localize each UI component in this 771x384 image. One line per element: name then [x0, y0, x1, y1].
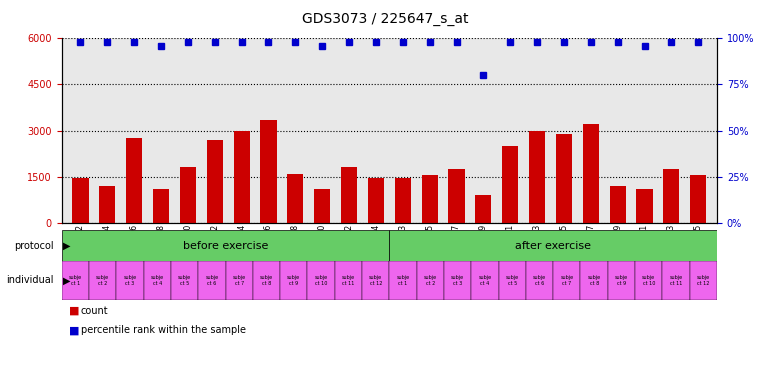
Text: subje
ct 12: subje ct 12: [369, 275, 382, 286]
Text: subje
ct 9: subje ct 9: [288, 275, 301, 286]
Text: percentile rank within the sample: percentile rank within the sample: [81, 325, 246, 335]
Text: subje
ct 2: subje ct 2: [424, 275, 437, 286]
Text: subje
ct 1: subje ct 1: [69, 275, 82, 286]
FancyBboxPatch shape: [335, 261, 362, 300]
Bar: [636, 189, 652, 223]
FancyBboxPatch shape: [690, 261, 717, 300]
Text: subje
ct 5: subje ct 5: [178, 275, 191, 286]
Bar: [556, 134, 572, 223]
FancyBboxPatch shape: [526, 261, 554, 300]
Text: subje
ct 10: subje ct 10: [315, 275, 328, 286]
Text: ▶: ▶: [63, 241, 71, 251]
FancyBboxPatch shape: [226, 261, 253, 300]
Bar: [288, 174, 304, 223]
FancyBboxPatch shape: [416, 261, 444, 300]
FancyBboxPatch shape: [308, 261, 335, 300]
FancyBboxPatch shape: [635, 261, 662, 300]
FancyBboxPatch shape: [171, 261, 198, 300]
FancyBboxPatch shape: [253, 261, 280, 300]
FancyBboxPatch shape: [608, 261, 635, 300]
FancyBboxPatch shape: [62, 230, 389, 261]
Text: before exercise: before exercise: [183, 241, 268, 251]
FancyBboxPatch shape: [280, 261, 308, 300]
Text: subje
ct 7: subje ct 7: [233, 275, 246, 286]
Text: subje
ct 3: subje ct 3: [123, 275, 136, 286]
Text: subje
ct 6: subje ct 6: [533, 275, 546, 286]
FancyBboxPatch shape: [581, 261, 608, 300]
Bar: [663, 169, 679, 223]
Text: subje
ct 5: subje ct 5: [506, 275, 519, 286]
Bar: [368, 178, 384, 223]
FancyBboxPatch shape: [62, 261, 89, 300]
Bar: [529, 131, 545, 223]
FancyBboxPatch shape: [554, 261, 581, 300]
Bar: [261, 120, 277, 223]
FancyBboxPatch shape: [143, 261, 171, 300]
Bar: [314, 189, 330, 223]
Bar: [610, 186, 626, 223]
FancyBboxPatch shape: [362, 261, 389, 300]
FancyBboxPatch shape: [499, 261, 526, 300]
FancyBboxPatch shape: [389, 230, 717, 261]
Bar: [502, 146, 518, 223]
Bar: [422, 175, 438, 223]
FancyBboxPatch shape: [198, 261, 226, 300]
Text: individual: individual: [6, 275, 54, 285]
Text: subje
ct 4: subje ct 4: [478, 275, 491, 286]
Text: subje
ct 8: subje ct 8: [260, 275, 273, 286]
Bar: [583, 124, 599, 223]
Text: subje
ct 7: subje ct 7: [561, 275, 574, 286]
Bar: [234, 131, 250, 223]
Text: subje
ct 10: subje ct 10: [642, 275, 655, 286]
Text: subje
ct 9: subje ct 9: [615, 275, 628, 286]
Text: count: count: [81, 306, 109, 316]
FancyBboxPatch shape: [444, 261, 471, 300]
Text: ▶: ▶: [63, 275, 71, 285]
Text: GDS3073 / 225647_s_at: GDS3073 / 225647_s_at: [302, 12, 469, 25]
Bar: [99, 186, 116, 223]
Text: ■: ■: [69, 325, 80, 335]
FancyBboxPatch shape: [662, 261, 690, 300]
Bar: [153, 189, 169, 223]
Text: after exercise: after exercise: [515, 241, 591, 251]
Bar: [126, 138, 143, 223]
Text: subje
ct 2: subje ct 2: [96, 275, 109, 286]
Bar: [395, 178, 411, 223]
Bar: [475, 195, 491, 223]
FancyBboxPatch shape: [116, 261, 143, 300]
Text: subje
ct 6: subje ct 6: [205, 275, 218, 286]
Bar: [449, 169, 465, 223]
Text: protocol: protocol: [15, 241, 54, 251]
Text: subje
ct 12: subje ct 12: [697, 275, 710, 286]
Text: subje
ct 11: subje ct 11: [342, 275, 355, 286]
Bar: [207, 140, 223, 223]
Bar: [180, 167, 196, 223]
FancyBboxPatch shape: [89, 261, 116, 300]
FancyBboxPatch shape: [471, 261, 499, 300]
Text: ■: ■: [69, 306, 80, 316]
Text: subje
ct 11: subje ct 11: [669, 275, 682, 286]
Text: subje
ct 1: subje ct 1: [396, 275, 409, 286]
Text: subje
ct 3: subje ct 3: [451, 275, 464, 286]
Bar: [690, 175, 706, 223]
Bar: [72, 178, 89, 223]
Bar: [341, 167, 357, 223]
Text: subje
ct 4: subje ct 4: [150, 275, 163, 286]
FancyBboxPatch shape: [389, 261, 416, 300]
Text: subje
ct 8: subje ct 8: [588, 275, 601, 286]
